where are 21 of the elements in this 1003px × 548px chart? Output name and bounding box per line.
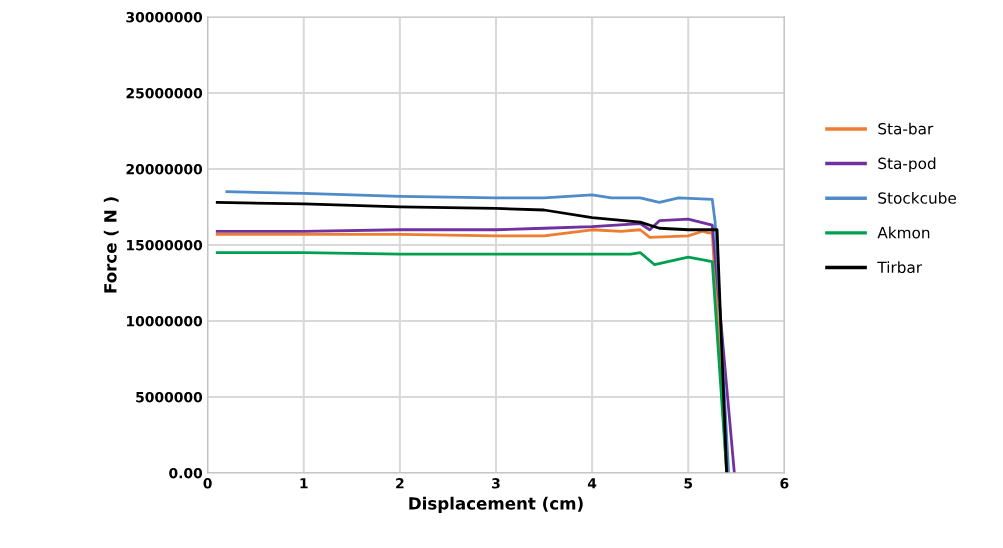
legend-label: Sta-bar [878,122,934,135]
legend-label: Sta-pod [878,157,936,173]
y-tick-label: 15000000 [127,239,203,251]
x-axis-title: Displacement (cm) [409,496,583,513]
legend-label: Stockcube [878,191,956,204]
legend-label: Akmon [877,226,930,239]
x-tick-label: 0 [203,478,212,489]
y-tick-label: 5000000 [136,391,203,403]
y-tick-label: 25000000 [126,87,203,99]
x-tick-label: 3 [492,478,500,489]
legend-label: Tirbar [877,261,923,274]
x-tick-label: 1 [300,478,308,489]
y-axis-title: Force ( N ) [103,197,119,293]
y-tick-label: 20000000 [126,163,203,175]
x-tick-label: 6 [780,478,789,489]
y-tick-label: 30000000 [126,11,203,23]
x-tick-label: 5 [684,478,693,489]
y-tick-label: 0.00 [169,467,203,479]
x-tick-label: 2 [396,478,404,489]
x-tick-label: 4 [587,478,597,489]
y-tick-label: 10000000 [127,315,203,327]
